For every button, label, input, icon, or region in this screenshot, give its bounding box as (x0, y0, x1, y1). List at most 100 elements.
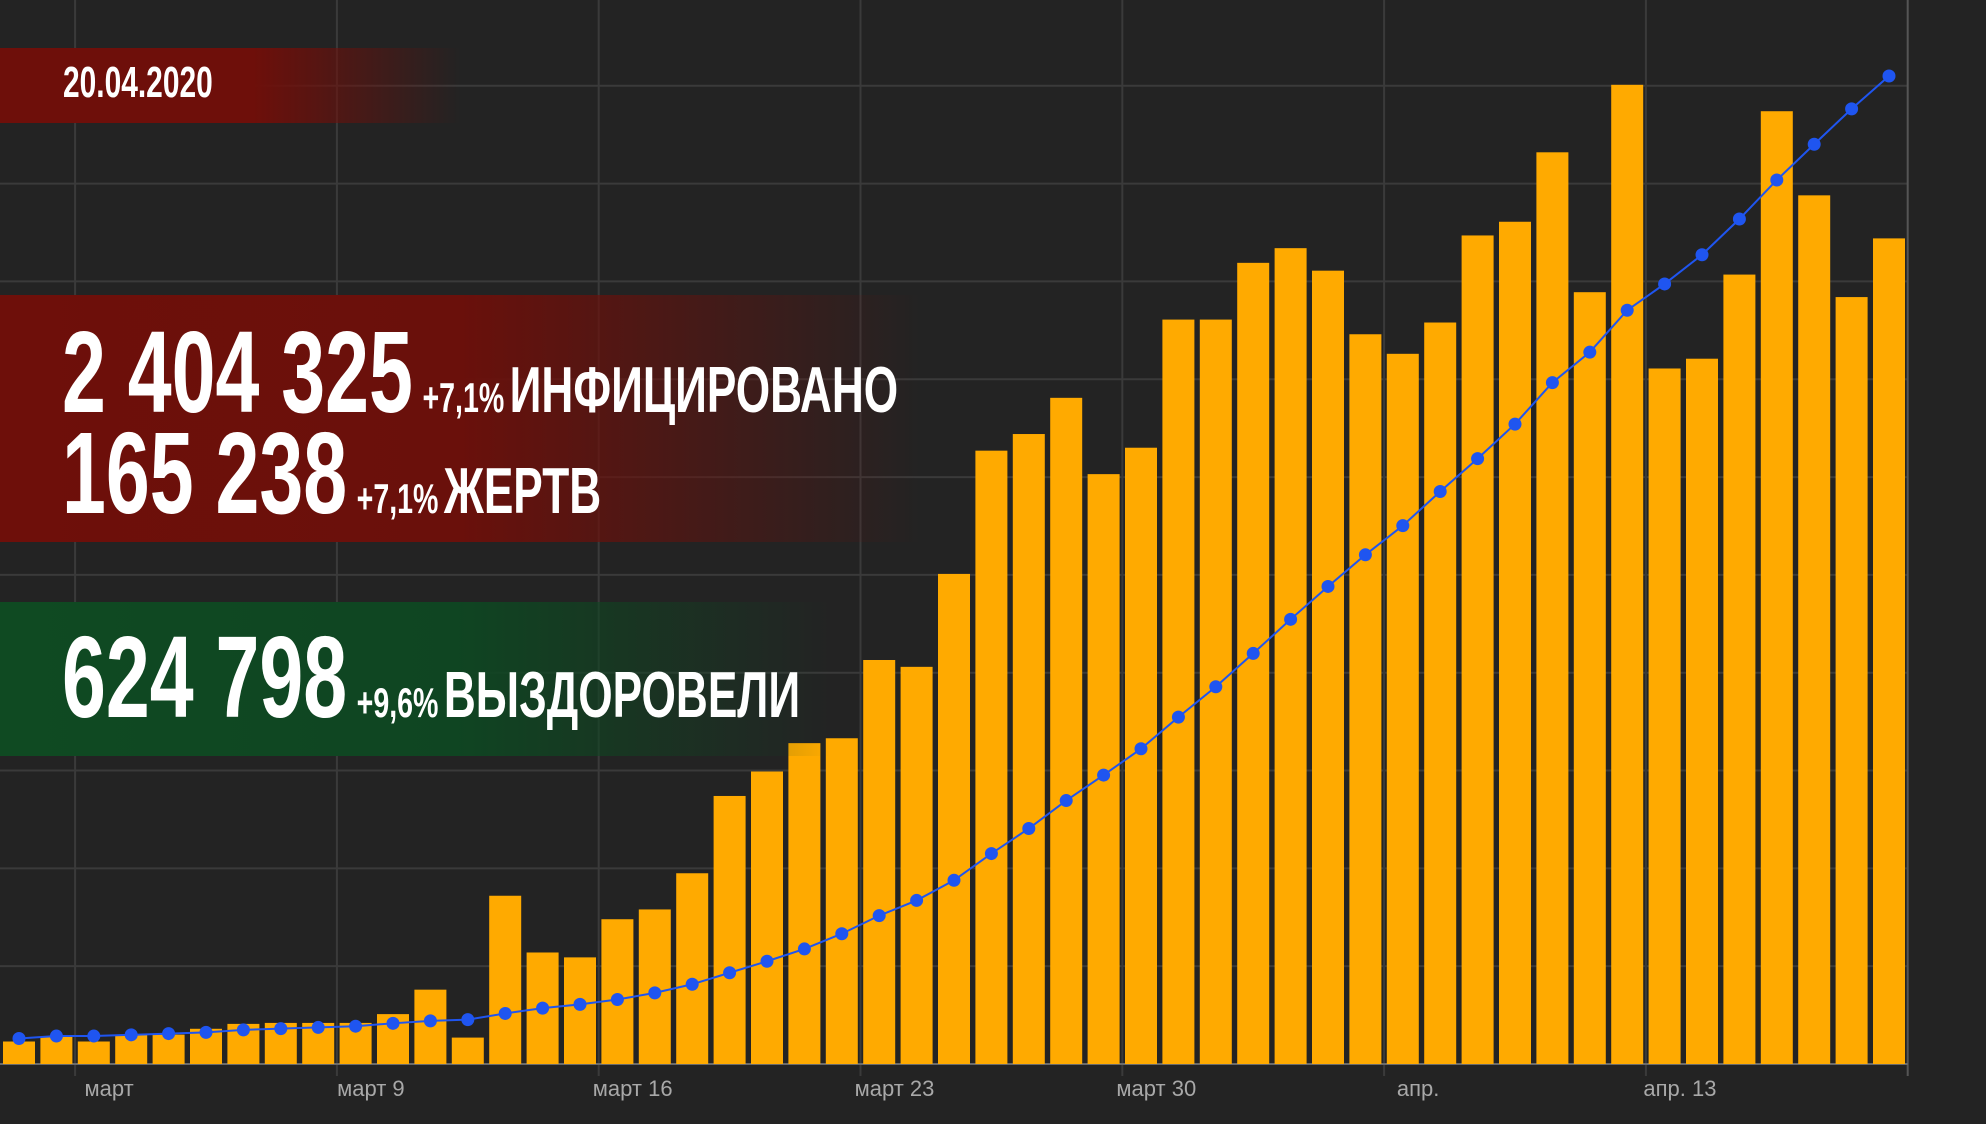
stat-infected: 2 404 325 +7,1% ИНФИЦИРОВАНО (62, 314, 898, 430)
x-tick-label: март 16 (593, 1076, 673, 1101)
line-point (349, 1019, 363, 1033)
bar (713, 795, 746, 1064)
bar (676, 873, 709, 1064)
bar (1499, 221, 1531, 1064)
line-point (723, 966, 737, 980)
stat-label: ЖЕРТВ (443, 454, 602, 527)
line-point (1620, 303, 1634, 317)
line-point (1433, 485, 1447, 499)
bar (77, 1041, 110, 1064)
stat-number: 2 404 325 (62, 307, 413, 437)
bar (1760, 111, 1793, 1065)
bar (1835, 297, 1868, 1064)
line-point (760, 954, 774, 968)
bar (938, 573, 970, 1064)
bar (1050, 397, 1083, 1065)
line-point (1097, 768, 1111, 782)
line-point (423, 1014, 437, 1028)
green-band (0, 602, 830, 756)
stat-number: 165 238 (62, 408, 348, 538)
bar (1274, 248, 1307, 1065)
line-point (947, 873, 961, 887)
stat-change: +7,1% (422, 374, 505, 421)
x-tick-label: март (84, 1076, 133, 1101)
line-point (1059, 794, 1073, 808)
line-point (498, 1006, 512, 1020)
x-tick-label: апр. (1397, 1076, 1440, 1101)
line-point (49, 1029, 63, 1043)
bar (1424, 322, 1457, 1065)
bar (451, 1037, 484, 1064)
stat-number: 624 798 (62, 612, 348, 742)
bar (1648, 368, 1681, 1064)
line-point (162, 1027, 176, 1041)
line-point (797, 942, 811, 956)
line-point (1171, 710, 1185, 724)
stat-recovered: 624 798 +9,6% ВЫЗДОРОВЕЛИ (62, 619, 800, 735)
line-point (87, 1029, 101, 1043)
line-point (12, 1032, 26, 1046)
line-point (1134, 742, 1148, 756)
stat-label: ИНФИЦИРОВАНО (509, 353, 899, 426)
line-point (1246, 646, 1260, 660)
line-point (910, 893, 924, 907)
line-point (1284, 612, 1298, 626)
stat-change: +9,6% (356, 679, 439, 726)
x-tick-label: март 9 (337, 1076, 405, 1101)
x-tick-label: апр. 13 (1643, 1076, 1716, 1101)
line-point (984, 847, 998, 861)
stat-change: +7,1% (356, 475, 439, 522)
line-point (1695, 248, 1709, 262)
line-point (274, 1022, 288, 1036)
bar (1536, 152, 1569, 1064)
line-point (1807, 137, 1821, 151)
bar (900, 666, 933, 1064)
x-tick-label: март 30 (1116, 1076, 1196, 1101)
line-point (1471, 452, 1485, 466)
line-point (1583, 345, 1597, 359)
line-point (610, 992, 624, 1006)
bar (975, 450, 1008, 1064)
line-point (199, 1025, 213, 1039)
line-point (835, 927, 849, 941)
bar (1873, 238, 1905, 1064)
bar (1686, 358, 1718, 1064)
bar (1723, 274, 1756, 1064)
line-point (1396, 519, 1410, 533)
bar (601, 919, 634, 1064)
line-point (1508, 417, 1522, 431)
bar (1798, 195, 1831, 1064)
bar (1162, 319, 1195, 1064)
date-band (0, 48, 460, 123)
line-point (1770, 173, 1784, 187)
line-point (1845, 102, 1859, 116)
bar (489, 895, 522, 1064)
line-point (1545, 376, 1559, 390)
line-point (386, 1016, 400, 1030)
line-point (1321, 579, 1335, 593)
line-point (648, 986, 662, 1000)
bar (1573, 292, 1606, 1064)
red-band (0, 295, 920, 542)
stat-label: ВЫЗДОРОВЕЛИ (443, 658, 801, 731)
date: 20.04.2020 (63, 58, 213, 107)
bar (1012, 434, 1045, 1064)
bar (751, 771, 783, 1064)
line-point (124, 1028, 138, 1042)
line-point (1022, 822, 1036, 836)
bar (1349, 334, 1382, 1064)
line-point (573, 997, 587, 1011)
bar (788, 743, 821, 1064)
line-point (1658, 277, 1672, 291)
line-point (1358, 548, 1372, 562)
bar (1611, 84, 1644, 1065)
line-point (685, 977, 699, 991)
bar (863, 659, 896, 1064)
line-point (1882, 69, 1896, 83)
bar (1312, 270, 1344, 1064)
bar (1461, 235, 1494, 1064)
line-point (461, 1013, 475, 1027)
line-point (1732, 212, 1746, 226)
